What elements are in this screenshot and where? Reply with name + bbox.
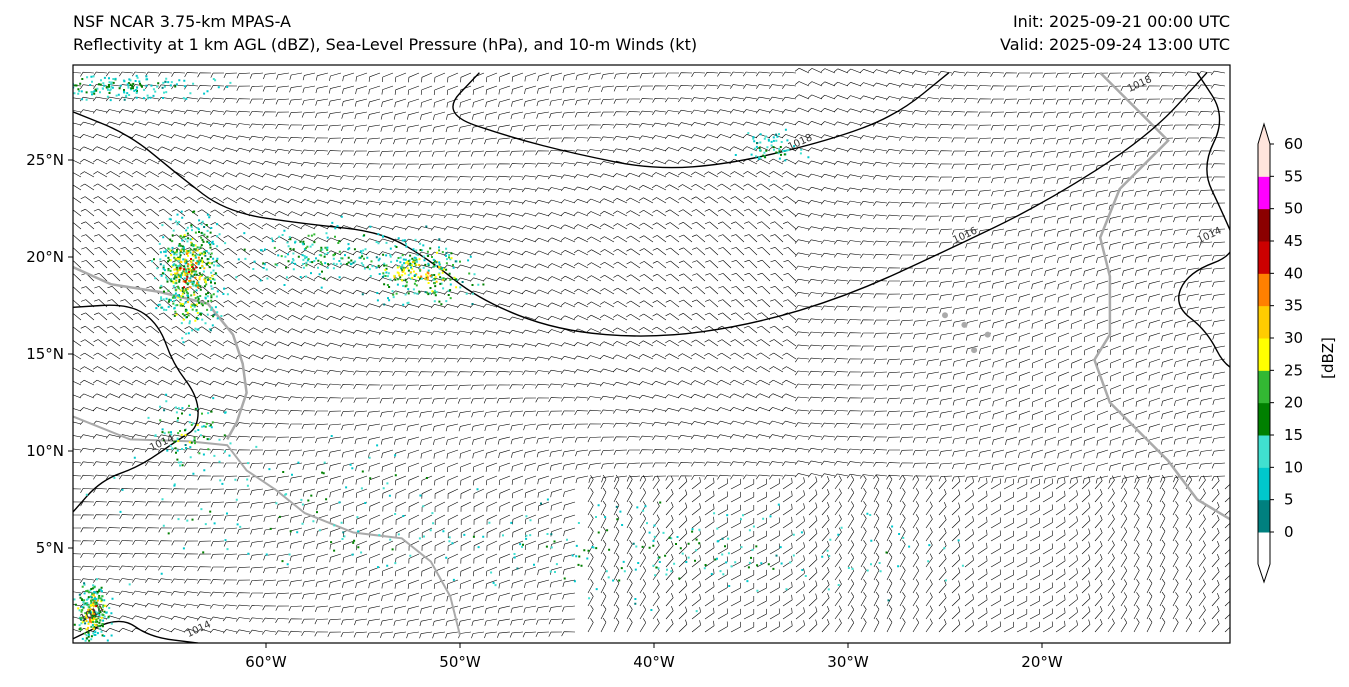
colorbar-tick-label: 5: [1284, 491, 1294, 509]
colorbar-label: [dBZ]: [1319, 337, 1337, 379]
lon-tick-label: 20°W: [1021, 653, 1063, 671]
colorbar-tick-label: 45: [1284, 232, 1303, 250]
colorbar-segment: [1258, 305, 1270, 339]
isobar-contour: [73, 72, 1208, 337]
lat-tick-label: 10°N: [26, 442, 64, 460]
island-marker: [971, 347, 978, 354]
colorbar-segment: [1258, 208, 1270, 242]
lat-tick-label: 25°N: [26, 151, 64, 169]
init-time: Init: 2025-09-21 00:00 UTC: [1012, 12, 1230, 31]
lon-tick-label: 30°W: [827, 653, 869, 671]
lat-tick-label: 20°N: [26, 248, 64, 266]
colorbar-tick-label: 0: [1284, 523, 1294, 541]
isobar-contour: [73, 620, 199, 643]
colorbar-segment: [1258, 144, 1270, 177]
lon-tick-label: 40°W: [633, 653, 675, 671]
colorbar-upper-extension: [1258, 124, 1270, 144]
isobar-contour: [452, 72, 950, 169]
colorbar-segment: [1258, 338, 1270, 371]
lon-tick-label: 60°W: [245, 653, 287, 671]
latitude-axis: 25°N 20°N 15°N 10°N 5°N: [26, 151, 73, 557]
colorbar-segment: [1258, 241, 1270, 274]
colorbar-tick-label: 40: [1284, 264, 1303, 282]
colorbar-tick-label: 55: [1284, 167, 1303, 185]
colorbar-tick-label: 20: [1284, 394, 1303, 412]
isobar-contour: [73, 304, 199, 514]
lat-tick-label: 15°N: [26, 345, 64, 363]
colorbar-segment: [1258, 435, 1270, 468]
longitude-axis: 60°W 50°W 40°W 30°W 20°W: [245, 643, 1063, 671]
colorbar-tick-label: 60: [1284, 135, 1303, 153]
colorbar-tick-label: 35: [1284, 297, 1303, 315]
lon-tick-label: 50°W: [439, 653, 481, 671]
colorbar-segment: [1258, 467, 1270, 501]
island-marker: [942, 312, 948, 319]
field-title: Reflectivity at 1 km AGL (dBZ), Sea-Leve…: [73, 35, 698, 54]
lat-tick-label: 5°N: [36, 539, 64, 557]
colorbar-segment: [1258, 370, 1270, 404]
colorbar-segment: [1258, 176, 1270, 210]
model-title: NSF NCAR 3.75-km MPAS-A: [73, 12, 291, 31]
colorbar-segment: [1258, 402, 1270, 436]
wind-barbs: [73, 67, 1230, 639]
colorbar-tick-label: 25: [1284, 361, 1303, 379]
colorbar-segment: [1258, 499, 1270, 533]
island-marker: [961, 321, 968, 328]
wind-barbs-layer: [73, 67, 1230, 639]
west-africa-coastline: [1093, 71, 1230, 521]
colorbar-tick-label: 10: [1284, 458, 1303, 476]
colorbar-tick-label: 50: [1284, 200, 1303, 218]
colorbar-lower-extension: [1258, 532, 1270, 582]
colorbar-tick-label: 30: [1284, 329, 1303, 347]
colorbar-tick-label: 15: [1284, 426, 1303, 444]
reflectivity-colorbar: 0 5 10 15 20 25 30 35 40 45 50 55 60 [dBZ]: [1257, 122, 1337, 584]
colorbar-segment: [1258, 273, 1270, 307]
valid-time: Valid: 2025-09-24 13:00 UTC: [999, 35, 1230, 54]
caribbean-coastline: [73, 265, 248, 441]
isobar-layer: [73, 72, 1230, 643]
island-marker: [984, 331, 991, 338]
